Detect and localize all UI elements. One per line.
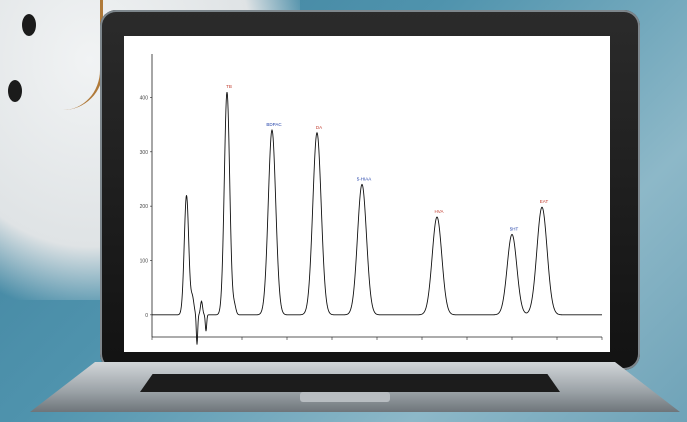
chromatogram-chart: 400 300 200 100 0 TB BDPAC DA 5-HIAA HVA 5HT EAT (140, 54, 603, 345)
laptop-screen: 400 300 200 100 0 TB BDPAC DA 5-HIAA HVA 5HT EAT (124, 36, 610, 352)
peak-label: EAT (540, 199, 549, 204)
y-tick-label: 200 (140, 204, 149, 210)
chart-axes (151, 54, 602, 338)
keyboard (140, 374, 560, 392)
peak-label: TB (226, 84, 232, 89)
peak-label: 5-HIAA (357, 176, 372, 181)
y-tick-label: 300 (140, 150, 149, 156)
peak-label: 5HT (510, 226, 519, 231)
background-port (8, 80, 22, 102)
peak-label: BDPAC (266, 122, 282, 127)
peak-label: DA (316, 125, 322, 130)
chromatogram-trace (152, 91, 602, 345)
y-tick-label: 100 (140, 258, 149, 264)
y-tick-label: 400 (140, 95, 149, 101)
y-tick-label: 0 (145, 313, 148, 319)
peak-label: HVA (435, 209, 444, 214)
background-port (22, 14, 36, 36)
touchpad[interactable] (300, 392, 390, 402)
